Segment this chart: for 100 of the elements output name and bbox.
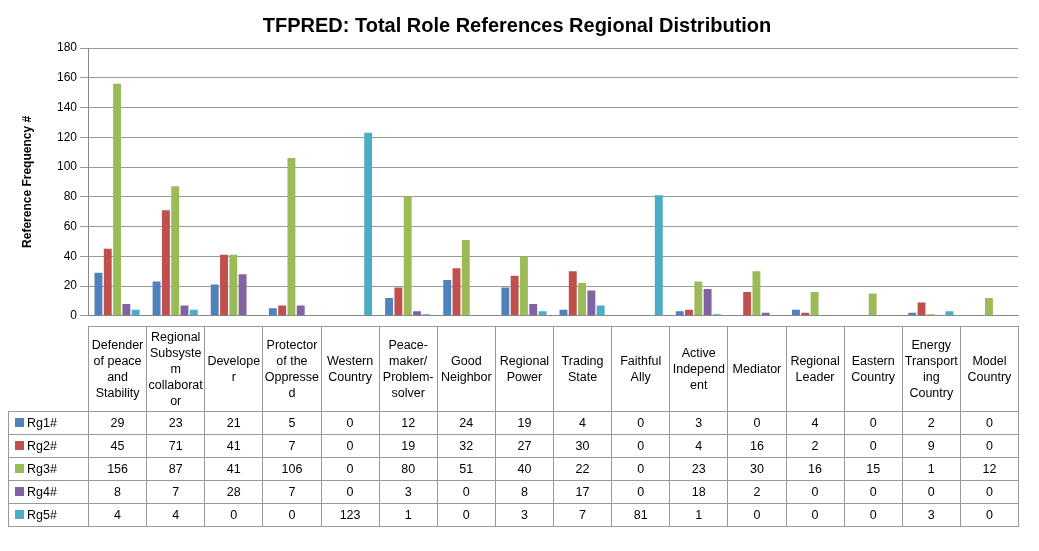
data-label: 0 <box>786 503 845 527</box>
x-tick-label: Trading State <box>553 326 612 412</box>
data-label: 29 <box>88 411 147 435</box>
data-label: 87 <box>146 457 205 481</box>
bar <box>296 305 305 316</box>
y-tick-label: 100 <box>56 159 78 174</box>
data-label: 9 <box>902 434 961 458</box>
data-label: 1 <box>669 503 728 527</box>
data-label: 0 <box>727 503 786 527</box>
bar <box>792 309 800 316</box>
bar <box>984 297 993 316</box>
data-label: 19 <box>379 434 438 458</box>
bar <box>596 305 605 316</box>
bar <box>278 305 287 316</box>
x-tick-label: Peace-maker/ Problem-solver <box>379 326 438 412</box>
data-label: 106 <box>262 457 321 481</box>
data-label: 0 <box>727 411 786 435</box>
data-label: 4 <box>88 503 147 527</box>
data-label: 8 <box>88 480 147 504</box>
data-label: 0 <box>321 480 380 504</box>
data-label: 19 <box>495 411 554 435</box>
data-label: 24 <box>437 411 496 435</box>
x-tick-label: Mediator <box>727 326 786 412</box>
data-label: 0 <box>844 503 903 527</box>
data-label: 3 <box>669 411 728 435</box>
data-label: 3 <box>902 503 961 527</box>
bar <box>385 297 394 316</box>
y-tick-label: 120 <box>56 129 78 144</box>
x-tick-label: Good Neighbor <box>437 326 496 412</box>
data-label: 80 <box>379 457 438 481</box>
data-label: 0 <box>204 503 263 527</box>
bar <box>945 311 954 316</box>
bar <box>743 292 752 316</box>
data-label: 4 <box>786 411 845 435</box>
x-tick-label: Regional Power <box>495 326 554 412</box>
bar <box>568 271 577 316</box>
y-tick-label: 60 <box>63 218 78 233</box>
bar <box>122 303 131 316</box>
y-axis-title: Reference Frequency # <box>19 115 34 248</box>
data-label: 2 <box>727 480 786 504</box>
data-label: 0 <box>611 457 670 481</box>
bar <box>210 284 219 316</box>
bar <box>443 280 452 316</box>
data-label: 16 <box>727 434 786 458</box>
x-tick-label: Eastern Country <box>844 326 903 412</box>
bar <box>238 274 247 316</box>
data-label: 0 <box>844 411 903 435</box>
bar <box>220 254 228 316</box>
bar <box>413 311 421 316</box>
bar <box>103 248 112 316</box>
data-label: 0 <box>611 411 670 435</box>
data-label: 3 <box>495 503 554 527</box>
data-label: 16 <box>786 457 845 481</box>
data-label: 0 <box>844 434 903 458</box>
bar <box>113 83 122 316</box>
data-label: 1 <box>902 457 961 481</box>
data-label: 7 <box>262 480 321 504</box>
data-label: 30 <box>727 457 786 481</box>
data-label: 3 <box>379 480 438 504</box>
x-tick-label: Regional Subsystem collaborator <box>146 326 205 412</box>
x-tick-label: Faithful Ally <box>611 326 670 412</box>
data-label: 23 <box>146 411 205 435</box>
bar <box>810 292 819 316</box>
bar <box>461 239 470 316</box>
bar <box>752 271 761 316</box>
bar <box>510 275 519 316</box>
data-label: 1 <box>379 503 438 527</box>
data-label: 4 <box>669 434 728 458</box>
bar <box>229 254 238 316</box>
data-label: 51 <box>437 457 496 481</box>
bar <box>675 311 684 316</box>
data-label: 0 <box>437 480 496 504</box>
data-label: 71 <box>146 434 205 458</box>
data-label: 0 <box>321 457 380 481</box>
y-tick-label: 20 <box>63 278 78 293</box>
data-label: 5 <box>262 411 321 435</box>
data-label: 7 <box>262 434 321 458</box>
x-tick-label: Western Country <box>321 326 380 412</box>
data-label: 22 <box>553 457 612 481</box>
bar <box>171 186 180 316</box>
bar <box>268 308 277 316</box>
x-tick-label: Defender of peace and Stability <box>88 326 147 412</box>
data-label: 2 <box>902 411 961 435</box>
data-label: 123 <box>321 503 380 527</box>
data-label: 0 <box>960 434 1019 458</box>
data-label: 7 <box>553 503 612 527</box>
data-label: 156 <box>88 457 147 481</box>
bar <box>587 290 596 316</box>
data-label: 0 <box>321 434 380 458</box>
legend-label: Rg1# <box>8 411 89 435</box>
y-tick-label: 40 <box>63 248 78 263</box>
bar <box>529 303 538 316</box>
data-label: 0 <box>786 480 845 504</box>
data-label: 21 <box>204 411 263 435</box>
legend-label: Rg3# <box>8 457 89 481</box>
bar <box>403 196 412 316</box>
data-label: 17 <box>553 480 612 504</box>
chart-title: TFPRED: Total Role References Regional Distribution <box>262 13 772 36</box>
data-label: 0 <box>611 434 670 458</box>
data-label: 28 <box>204 480 263 504</box>
